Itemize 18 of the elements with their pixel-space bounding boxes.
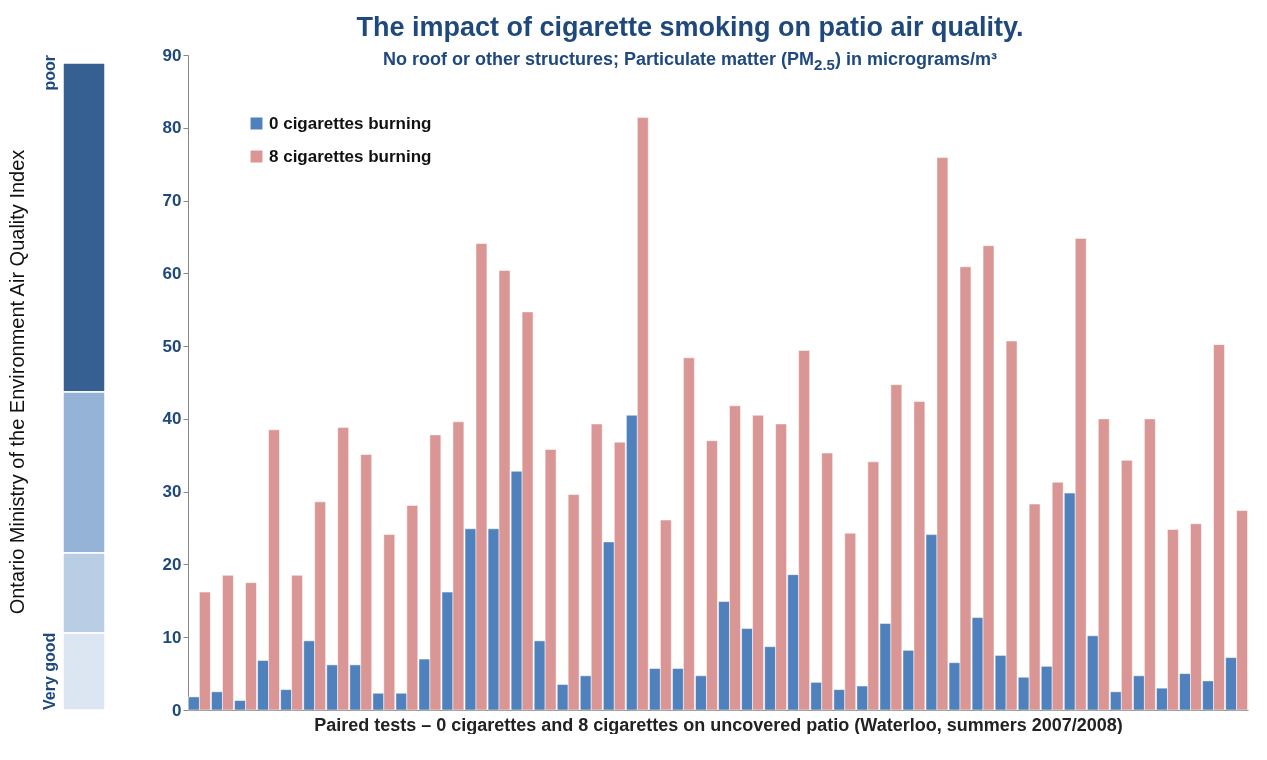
y-tick-label: 10 (162, 627, 182, 647)
legend-label: 8 cigarettes burning (269, 146, 432, 166)
y-tick-label: 40 (162, 409, 182, 429)
text: Ontario Ministry of the Environment Air Quality Index (6, 149, 28, 615)
y-tick-label: 80 (162, 118, 182, 138)
y-tick-label: 30 (162, 482, 182, 502)
y-tick-label: 50 (162, 336, 182, 356)
y-tick-label: 20 (162, 554, 182, 574)
y-tick-label: 70 (162, 191, 182, 211)
text: poor (41, 55, 58, 91)
text: Very good (41, 632, 58, 710)
chart-title: The impact of cigarette smoking on patio air quality. (355, 12, 1025, 43)
y-tick-label: 0 (172, 700, 182, 720)
y-tick-label: 60 (162, 263, 182, 283)
x-axis-title: Paired tests – 0 cigarettes and 8 cigarettes on uncovered patio (Waterloo, summers 2007/2008) (314, 714, 1123, 735)
legend-label: 0 cigarettes burning (269, 113, 432, 133)
chart-subtitle: No roof or other structures; Particulate matter (PM$_{2.5}$) in micrograms/m³ (382, 49, 998, 73)
y-tick-label: 90 (162, 45, 182, 65)
